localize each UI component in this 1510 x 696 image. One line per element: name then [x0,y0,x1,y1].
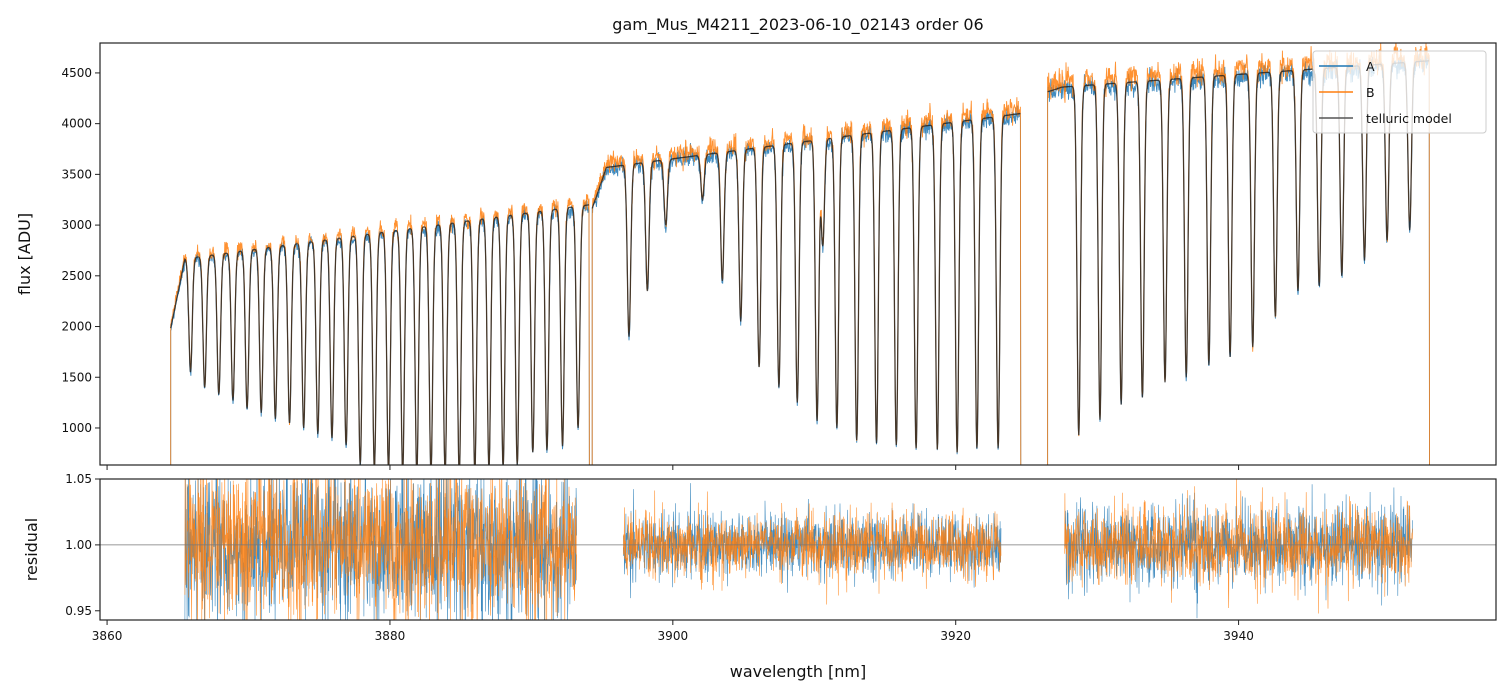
legend-label: B [1366,85,1375,100]
flux-y-axis-label: flux [ADU] [15,213,34,295]
residual-y-tick-label: 1.05 [65,472,92,486]
legend-box [1312,50,1487,134]
x-axis-label: wavelength [nm] [730,662,867,681]
residual-axes-frame [99,478,1497,621]
flux-y-tick-label: 1500 [61,370,92,384]
legend-label: A [1366,59,1375,74]
telluric-model-line [170,60,1430,465]
chart-title: gam_Mus_M4211_2023-06-10_02143 order 06 [612,15,983,35]
x-tick-label: 3900 [658,629,689,643]
residual-y-tick-label: 0.95 [65,604,92,618]
flux-y-tick-label: 4500 [61,66,92,80]
flux-y-tick-label: 1000 [61,421,92,435]
residual-plot-area [100,479,1496,620]
residual-y-axis-label: residual [22,518,41,581]
flux-y-tick-label: 2500 [61,269,92,283]
x-tick-label: 3920 [940,629,971,643]
flux-plot-area [170,43,1430,465]
legend-label: telluric model [1366,111,1452,126]
flux-axes-frame [99,42,1497,466]
residual-y-tick-label: 1.00 [65,538,92,552]
x-tick-label: 3880 [375,629,406,643]
flux-y-tick-label: 3000 [61,218,92,232]
flux-y-tick-label: 2000 [61,320,92,334]
x-tick-label: 3940 [1223,629,1254,643]
residual-b-line [184,479,1413,620]
x-tick-label: 3860 [92,629,123,643]
flux-y-tick-label: 3500 [61,167,92,181]
flux-y-tick-label: 4000 [61,117,92,131]
